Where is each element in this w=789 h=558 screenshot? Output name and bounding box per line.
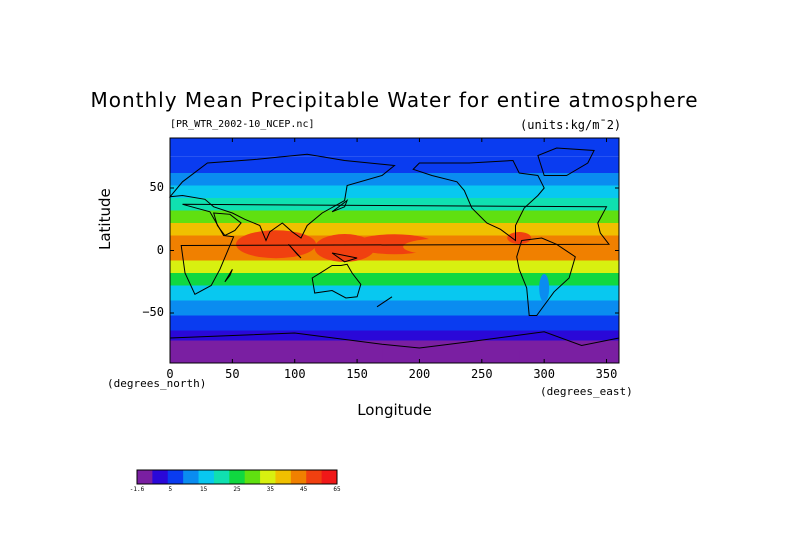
coastlines — [168, 147, 620, 349]
y-tick-label: 50 — [149, 180, 164, 194]
y-axis-label: Latitude — [96, 188, 114, 250]
x-tick-label: 150 — [346, 367, 368, 381]
colorbar-tick-label: 35 — [266, 486, 274, 493]
colorbar-tick-label: 45 — [300, 486, 308, 493]
x-axis-label: Longitude — [357, 401, 432, 419]
precipitable-water-field — [170, 138, 619, 363]
x-tick-label: 100 — [283, 367, 306, 381]
plot-title: Monthly Mean Precipitable Water for enti… — [90, 88, 699, 112]
y-tick-label: −50 — [142, 305, 164, 319]
x-tick-label: 0 — [166, 367, 174, 381]
x-tick-label: 300 — [533, 367, 555, 381]
colorbar-tick-label: 15 — [200, 486, 208, 493]
dataset-filename: [PR_WTR_2002-10_NCEP.nc] — [170, 119, 315, 130]
colorbar-tick-label: 25 — [233, 486, 241, 493]
x-tick-label: 200 — [408, 367, 431, 381]
colorbar-tick-label: 5 — [168, 486, 173, 493]
x-tick-label: 250 — [470, 367, 493, 381]
x-tick-label: 50 — [225, 367, 240, 381]
colorbar-tick-label: -1.6 — [129, 486, 145, 493]
x-tick-label: 350 — [595, 367, 618, 381]
x-axis-units: (degrees_east) — [540, 385, 633, 398]
units-label: (units:kg/m¯2) — [520, 118, 622, 132]
y-axis-units: (degrees_north) — [107, 377, 207, 390]
colorbar-tick-label: 65 — [333, 486, 341, 493]
y-tick-label: 0 — [156, 242, 164, 257]
